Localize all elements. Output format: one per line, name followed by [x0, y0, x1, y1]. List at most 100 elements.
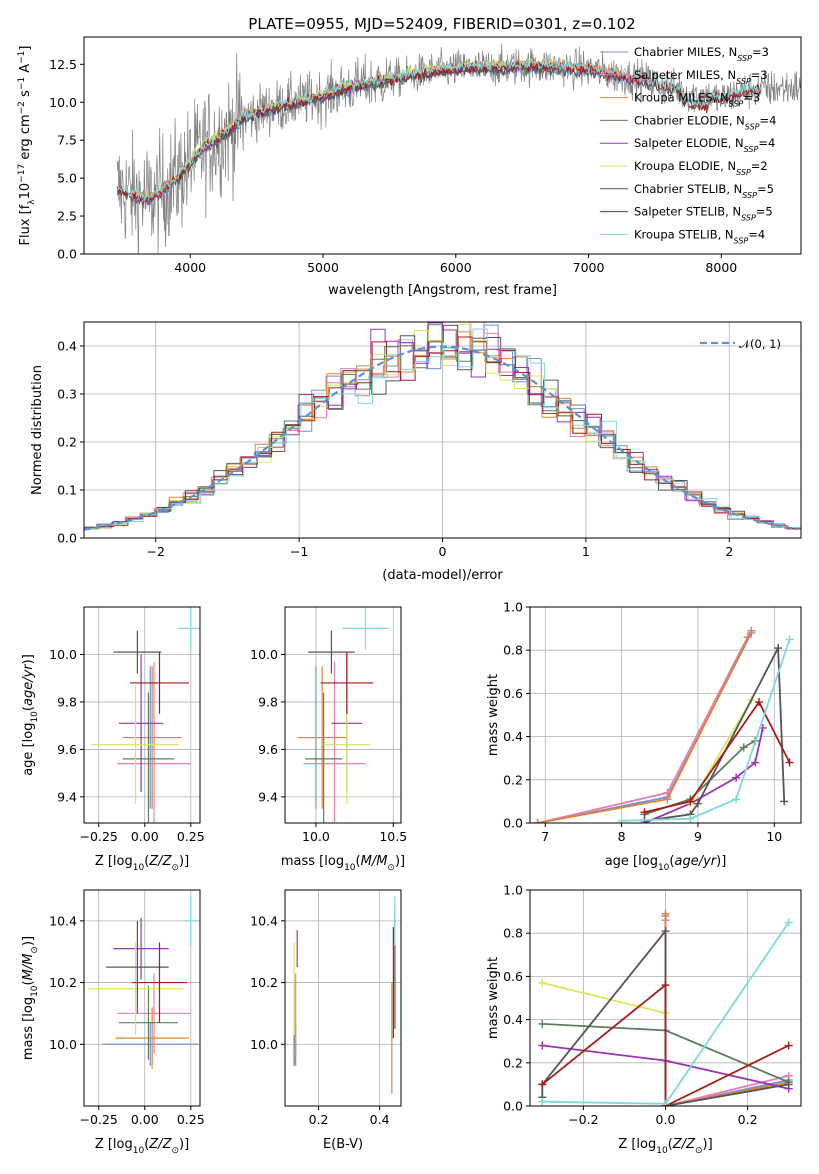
errorbar-point: [131, 942, 188, 1023]
frame: 10.0 10.5 9.4 9.6 9.8 10.0 mass [log10(M/M⊙)]: [250, 606, 407, 873]
x-tick-label: 10.0: [302, 829, 330, 844]
weight-marker: [538, 1080, 547, 1089]
x-tick-label: −0.25: [80, 1112, 118, 1127]
errorbar-point: [113, 630, 162, 674]
legend-label: 𝒩(0, 1): [739, 337, 781, 351]
y-tick-label: 1.0: [503, 883, 523, 898]
weight-marker: [661, 927, 670, 936]
frame: −0.25 0.00 0.25 10.0 10.2 10.4 Z [log10(Z/Z⊙)]…: [21, 889, 205, 1156]
plot-area: [538, 909, 793, 1106]
weight-marker: [538, 1041, 547, 1050]
y-tick-label: 0.4: [57, 339, 77, 354]
legend-label: Salpeter STELIB, NSSP=5: [634, 205, 773, 223]
y-tick-label: 0.6: [503, 686, 523, 701]
legend-label: Chabrier STELIB, NSSP=5: [634, 182, 774, 200]
y-tick-label: 10.0: [250, 647, 278, 662]
weight-marker: [785, 758, 794, 767]
errorbar-point: [122, 666, 182, 809]
x-tick-label: 8000: [705, 260, 737, 275]
x-axis-label: Z [log10(Z/Z⊙)]: [95, 854, 189, 873]
x-tick-label: −0.25: [80, 829, 118, 844]
errorbar-point: [320, 652, 374, 714]
x-tick-label: 0.2: [309, 1112, 329, 1127]
y-tick-label: 0.0: [503, 816, 523, 831]
y-tick-label: 1.0: [503, 600, 523, 615]
x-tick-label: 7: [541, 829, 549, 844]
y-tick-label: 10.0: [250, 1037, 278, 1052]
axes-frame: [284, 889, 402, 1107]
y-axis-label: age [log10(age/yr)]: [21, 654, 40, 776]
plot-area: [116, 43, 801, 254]
x-tick-label: 2: [725, 544, 733, 559]
x-tick-label: 0.00: [131, 829, 159, 844]
weight-marker: [784, 1041, 793, 1050]
y-tick-label: 0.8: [503, 643, 523, 658]
weight-series-kroupa-stelib: [621, 639, 791, 822]
weight-marker: [686, 797, 695, 806]
errorbar-point: [118, 985, 178, 1060]
weight-marker: [732, 773, 741, 782]
axes-frame: [284, 606, 402, 824]
weight-marker: [774, 644, 783, 653]
x-tick-label: 9: [694, 829, 702, 844]
x-tick-label: −2: [146, 544, 164, 559]
axes-age_vs_mass: 10.0 10.5 9.4 9.6 9.8 10.0 mass [log10(M/M⊙)]: [250, 606, 407, 873]
y-tick-label: 0.2: [503, 772, 523, 787]
x-tick-label: 0.4: [370, 1112, 390, 1127]
errorbar-point: [117, 661, 191, 823]
legend-label: Kroupa MILES, NSSP=3: [634, 91, 760, 109]
errorbar-point: [305, 692, 343, 823]
axes-frame: [83, 606, 201, 824]
frame: 0.2 0.4 10.0 10.2 10.4 E(B-V): [250, 889, 402, 1152]
x-tick-label: 6000: [440, 260, 472, 275]
y-tick-label: 10.0: [49, 1037, 77, 1052]
weight-marker: [686, 814, 695, 823]
errorbar-point: [91, 685, 180, 805]
y-axis-label: Flux [fλ10−17 erg cm−2 s−1 A−1]: [17, 46, 37, 246]
legend-label: Kroupa ELODIE, NSSP=2: [634, 159, 768, 177]
x-tick-label: 0.00: [131, 1112, 159, 1127]
y-axis-label: Normed distribution: [30, 365, 45, 495]
y-tick-label: 10.4: [49, 913, 77, 928]
frame: 7 8 9 10 0.0 0.2 0.4 0.6 0.8 1.0 age [log10(age/yr…: [486, 600, 802, 873]
x-axis-label: E(B-V): [323, 1137, 363, 1152]
y-tick-label: 0.4: [503, 729, 523, 744]
weight-marker: [663, 795, 672, 804]
y-tick-label: 10.2: [49, 975, 77, 990]
weight-marker: [661, 1099, 670, 1106]
y-tick-label: 10.2: [250, 975, 278, 990]
normal-curve-line: [84, 345, 799, 531]
plot-area: [293, 896, 396, 1094]
errorbar-point: [115, 1007, 189, 1069]
legend-label: Salpeter ELODIE, NSSP=4: [634, 136, 775, 154]
y-tick-label: 0.0: [57, 531, 77, 546]
frame: 4000 5000 6000 7000 8000 0.0 2.5 5.0 7.5 10.0 12.5…: [17, 36, 802, 298]
errorbar-point: [177, 607, 200, 650]
errorbar-point: [117, 973, 191, 1054]
plot-area: [87, 896, 199, 1069]
y-axis-label: mass weight: [486, 674, 501, 756]
x-tick-label: −0.2: [568, 1112, 598, 1127]
y-axis-label: mass [log10(M/M⊙)]: [21, 936, 40, 1060]
x-tick-label: 10.5: [379, 829, 407, 844]
x-tick-label: 0.25: [177, 1112, 205, 1127]
errorbar-point: [297, 666, 347, 809]
weight-marker: [661, 909, 670, 918]
y-axis-label: mass weight: [486, 957, 501, 1039]
weight-marker: [640, 808, 649, 817]
x-axis-label: (data-model)/error: [382, 568, 503, 583]
frame: −0.25 0.00 0.25 9.4 9.6 9.8 10.0 Z [log10(Z/Z⊙)…: [21, 606, 205, 873]
x-axis-label: age [log10(age/yr)]: [605, 854, 727, 873]
y-tick-label: 5.0: [57, 171, 77, 186]
errorbar-point: [122, 692, 175, 823]
axes-frame: [529, 606, 802, 824]
legend-label: Chabrier MILES, NSSP=3: [634, 45, 769, 63]
y-tick-label: 0.3: [57, 387, 77, 402]
x-tick-label: 0.2: [738, 1112, 758, 1127]
x-tick-label: −1: [290, 544, 308, 559]
weight-series-kroupa-elodie: [542, 982, 666, 1014]
weight-marker: [785, 635, 794, 644]
x-tick-label: 0.25: [177, 829, 205, 844]
x-tick-label: 0: [439, 544, 447, 559]
